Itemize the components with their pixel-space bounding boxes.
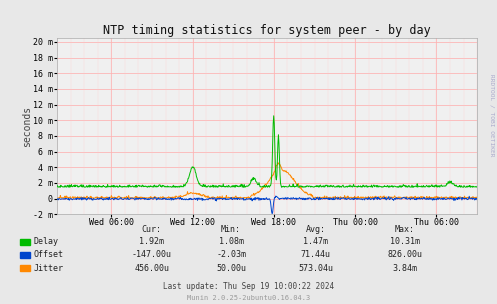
Text: 1.08m: 1.08m xyxy=(219,237,244,246)
Text: 3.84m: 3.84m xyxy=(393,264,417,273)
Text: -2.03m: -2.03m xyxy=(216,250,246,259)
Text: 456.00u: 456.00u xyxy=(134,264,169,273)
Text: 573.04u: 573.04u xyxy=(298,264,333,273)
Text: Avg:: Avg: xyxy=(306,225,326,234)
Text: Delay: Delay xyxy=(34,237,59,246)
Text: Jitter: Jitter xyxy=(34,264,64,273)
Text: 10.31m: 10.31m xyxy=(390,237,420,246)
Text: 50.00u: 50.00u xyxy=(216,264,246,273)
Text: 1.92m: 1.92m xyxy=(139,237,164,246)
Text: Max:: Max: xyxy=(395,225,415,234)
Text: RRDTOOL / TOBI OETIKER: RRDTOOL / TOBI OETIKER xyxy=(490,74,495,157)
Text: 826.00u: 826.00u xyxy=(388,250,422,259)
Text: Last update: Thu Sep 19 10:00:22 2024: Last update: Thu Sep 19 10:00:22 2024 xyxy=(163,282,334,291)
Y-axis label: seconds: seconds xyxy=(21,105,32,147)
Text: Cur:: Cur: xyxy=(142,225,162,234)
Text: Offset: Offset xyxy=(34,250,64,259)
Text: Munin 2.0.25-2ubuntu0.16.04.3: Munin 2.0.25-2ubuntu0.16.04.3 xyxy=(187,295,310,301)
Text: 71.44u: 71.44u xyxy=(301,250,331,259)
Text: Min:: Min: xyxy=(221,225,241,234)
Text: 1.47m: 1.47m xyxy=(303,237,328,246)
Title: NTP timing statistics for system peer - by day: NTP timing statistics for system peer - … xyxy=(103,24,431,37)
Text: -147.00u: -147.00u xyxy=(132,250,171,259)
